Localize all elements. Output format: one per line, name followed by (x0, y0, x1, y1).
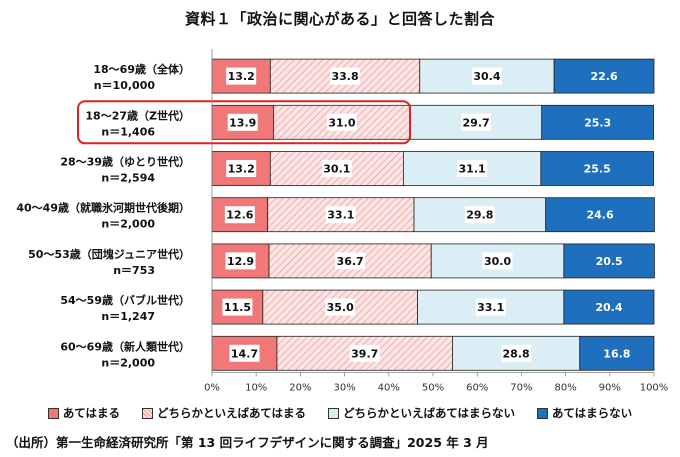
x-tick-label: 40% (378, 382, 400, 393)
data-label-box (335, 252, 366, 270)
data-label-box (224, 206, 255, 224)
data-label-box (461, 113, 492, 131)
data-label: 13.2 (228, 163, 255, 176)
legend-item-4: あてはまらない (537, 405, 632, 421)
data-label: 28.8 (503, 347, 530, 360)
category-n: n＝2,594 (101, 172, 155, 185)
x-tick-label: 10% (245, 382, 267, 393)
data-label-box (471, 67, 502, 85)
data-label: 25.5 (584, 163, 611, 176)
x-tick-label: 50% (422, 382, 444, 393)
data-label: 33.8 (331, 70, 358, 83)
category-n: n＝1,247 (101, 310, 155, 323)
category-label: 54～59歳（バブル世代） (60, 293, 190, 307)
data-label: 30.1 (323, 163, 350, 176)
data-label-box (321, 160, 352, 177)
category-label: 60～69歳（新人類世代） (60, 339, 190, 353)
data-label: 12.9 (227, 255, 254, 268)
data-label: 29.8 (466, 209, 493, 222)
data-label: 31.1 (459, 163, 486, 176)
data-label-box (225, 252, 256, 270)
legend-swatch-2 (141, 407, 153, 419)
data-label-box (229, 344, 260, 362)
data-label: 13.2 (228, 70, 255, 83)
data-label-box (349, 344, 380, 362)
x-tick-label: 30% (333, 382, 355, 393)
data-label: 12.6 (226, 209, 253, 222)
bar-segment (553, 58, 655, 94)
x-tick-label: 90% (599, 382, 621, 393)
category-label: 28～39歳（ゆとり世代） (60, 155, 190, 169)
legend-label-2: どちらかといえばあてはまる (156, 406, 306, 420)
category-label: 18～27歳（Z世代） (85, 108, 190, 122)
data-label: 25.3 (584, 116, 611, 129)
x-tick-label: 60% (466, 382, 488, 393)
data-label: 20.5 (596, 255, 623, 268)
x-tick-label: 20% (289, 382, 311, 393)
x-tick-label: 70% (510, 382, 532, 393)
category-n: n＝10,000 (94, 79, 156, 92)
data-label-box (457, 160, 488, 177)
data-label: 30.4 (473, 70, 500, 83)
data-label-box (464, 206, 495, 224)
category-n: n＝1,406 (101, 125, 155, 138)
x-tick-label: 0% (204, 382, 220, 393)
legend-label-3: どちらかといえばあてはまらない (343, 406, 516, 420)
data-label: 13.9 (229, 116, 256, 129)
chart-title: 資料１「政治に関心がある」と回答した割合 (184, 10, 495, 28)
legend-label-4: あてはまらない (552, 406, 633, 420)
data-label: 33.1 (477, 301, 504, 314)
legend-item-2: どちらかといえばあてはまる (141, 405, 306, 421)
data-label-box (501, 344, 532, 362)
data-label: 24.6 (587, 209, 614, 222)
category-label: 40～49歳（就職氷河期世代後期） (16, 201, 190, 215)
data-label: 14.7 (231, 347, 258, 360)
data-label: 30.0 (484, 255, 511, 268)
data-label: 29.7 (463, 116, 490, 129)
category-label: 18～69歳（全体） (93, 62, 190, 76)
bar-segment (563, 289, 655, 325)
data-label-box (330, 67, 361, 85)
data-label: 31.0 (328, 116, 355, 129)
data-label: 20.4 (595, 301, 622, 314)
data-label-box (475, 298, 506, 316)
category-n: n＝2,000 (101, 356, 155, 369)
data-label: 35.0 (327, 301, 354, 314)
highlight-frame (77, 100, 411, 145)
data-label-box (326, 113, 357, 131)
category-n: n＝753 (113, 264, 155, 277)
data-label: 36.7 (337, 255, 364, 268)
data-label: 33.1 (327, 209, 354, 222)
data-label: 39.7 (351, 347, 378, 360)
data-label: 11.5 (224, 301, 251, 314)
bar-segment (545, 197, 655, 233)
bar-segment (540, 151, 654, 186)
x-tick-label: 80% (554, 382, 576, 393)
data-label: 22.6 (590, 70, 617, 83)
data-label-box (222, 298, 253, 316)
data-label-box (325, 298, 356, 316)
legend-swatch-1 (47, 407, 59, 419)
data-label-box (325, 206, 356, 224)
legend-item-3: どちらかといえばあてはまらない (328, 405, 515, 421)
legend-item-1: あてはまる (47, 405, 120, 421)
bar-segment (541, 104, 654, 140)
x-tick-label: 100% (640, 382, 669, 393)
category-n: n＝2,000 (101, 218, 155, 231)
data-label-box (226, 67, 257, 85)
bar-segment (563, 243, 655, 279)
data-label-box (227, 113, 258, 131)
legend: あてはまる どちらかといえばあてはまる どちらかといえばあてはまらない あてはま… (0, 405, 680, 421)
data-label-box (482, 252, 513, 270)
data-label-box (226, 160, 257, 177)
source-note: （出所）第一生命経済研究所「第 13 回ライフデザインに関する調査」2025 年… (6, 435, 489, 450)
data-label: 16.8 (603, 347, 630, 360)
stacked-bar-chart: 13.2 33.8 30.4 22.6 18～69歳（全体） n＝10,000 13.9 31… (16, 49, 669, 393)
legend-swatch-3 (328, 407, 339, 419)
legend-label-1: あてはまる (62, 406, 120, 420)
bar-segment (579, 335, 655, 371)
category-label: 50～53歳（団塊ジュニア世代） (28, 247, 190, 261)
legend-swatch-4 (537, 407, 549, 419)
